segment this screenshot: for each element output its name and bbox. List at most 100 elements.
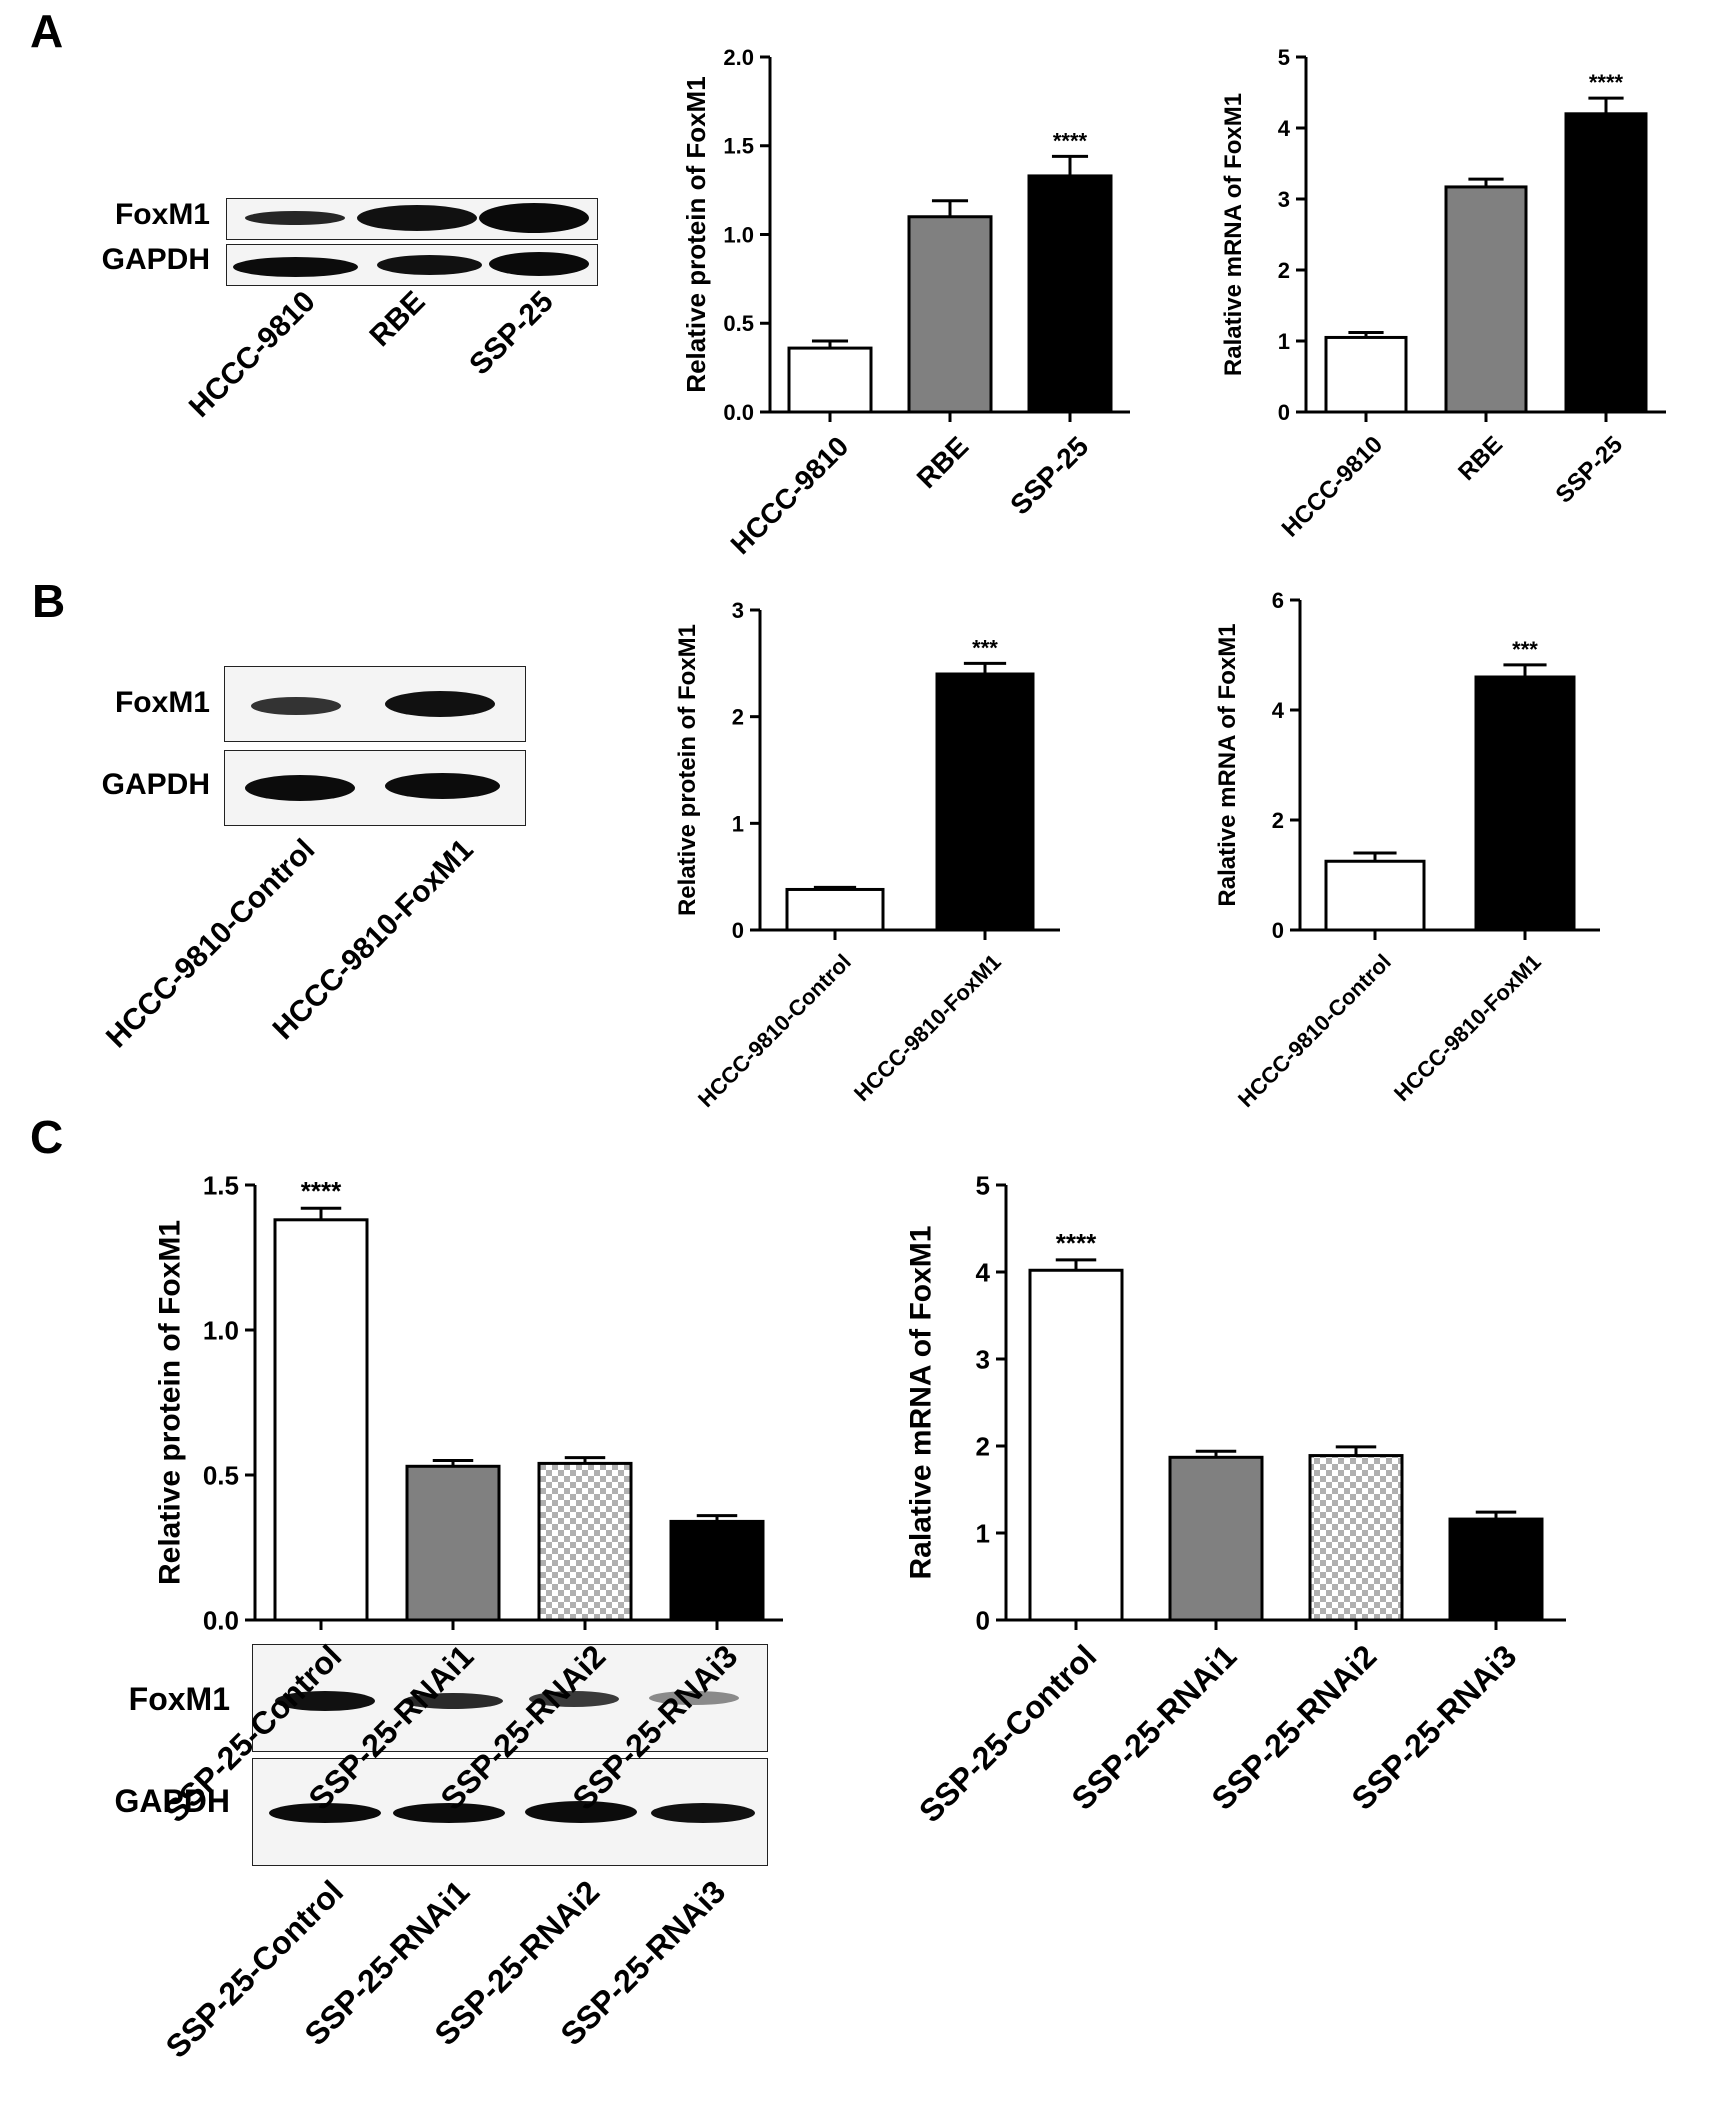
blot-b-row-foxm1: FoxM1 xyxy=(114,686,210,719)
band xyxy=(649,1691,739,1705)
blot-c-row-foxm1: FoxM1 xyxy=(128,1681,230,1717)
bar xyxy=(907,215,993,414)
x-tick-label: RBE xyxy=(911,430,975,494)
significance-label: *** xyxy=(1512,637,1538,662)
y-tick-label: 2 xyxy=(976,1431,990,1461)
blot-a-gapdh-strip xyxy=(226,244,598,286)
bar xyxy=(1474,675,1576,932)
y-tick-label: 6 xyxy=(1272,588,1284,613)
band xyxy=(377,255,482,275)
band xyxy=(385,691,495,717)
y-tick-label: 0.0 xyxy=(723,400,754,425)
y-tick-label: 1 xyxy=(732,811,744,836)
y-axis-label: Ralative mRNA of FoxM1 xyxy=(904,1226,937,1580)
bar xyxy=(405,1464,501,1622)
bar xyxy=(1028,1268,1124,1622)
y-tick-label: 1.0 xyxy=(203,1315,239,1345)
blot-a-row-foxm1: FoxM1 xyxy=(114,198,210,231)
x-tick-label: SSP-25 xyxy=(1551,431,1629,509)
band xyxy=(489,252,589,276)
y-axis-label: Relative protein of FoxM1 xyxy=(681,76,711,392)
x-tick-label: HCCC-9810 xyxy=(1277,431,1389,543)
bar xyxy=(537,1461,633,1622)
y-tick-label: 4 xyxy=(976,1257,991,1287)
band xyxy=(357,205,477,231)
y-axis-label: Ralative mRNA of FoxM1 xyxy=(1220,93,1247,376)
blot-b-row-gapdh: GAPDH xyxy=(101,768,210,801)
bar xyxy=(669,1519,765,1622)
y-tick-label: 4 xyxy=(1278,116,1291,141)
y-tick-label: 0.5 xyxy=(203,1460,239,1490)
y-tick-label: 3 xyxy=(732,598,744,623)
y-tick-label: 5 xyxy=(1278,45,1290,70)
y-axis-label: Ralative mRNA of FoxM1 xyxy=(1214,623,1241,906)
blot-b-foxm1-strip xyxy=(224,666,526,742)
y-axis-label: Relative protein of FoxM1 xyxy=(674,624,701,916)
bar xyxy=(785,887,885,932)
y-tick-label: 1 xyxy=(976,1518,990,1548)
band xyxy=(403,1693,503,1709)
band xyxy=(269,1803,381,1823)
blot-c-foxm1-strip xyxy=(252,1644,768,1752)
bar xyxy=(935,672,1035,932)
y-tick-label: 3 xyxy=(1278,187,1290,212)
panel-label-b: B xyxy=(32,575,66,627)
blot-b-gapdh-strip xyxy=(224,750,526,826)
band xyxy=(245,775,355,801)
significance-label: *** xyxy=(972,635,998,660)
blot-c-gapdh-strip xyxy=(252,1758,768,1866)
bar xyxy=(1168,1455,1264,1622)
bar xyxy=(1448,1517,1544,1622)
y-tick-label: 1.0 xyxy=(723,222,754,247)
y-tick-label: 2 xyxy=(1272,808,1284,833)
y-tick-label: 0 xyxy=(1272,918,1284,943)
y-tick-label: 3 xyxy=(976,1344,990,1374)
y-tick-label: 1.5 xyxy=(203,1170,239,1200)
y-tick-label: 0 xyxy=(1278,400,1290,425)
band xyxy=(393,1803,505,1823)
y-tick-label: 2.0 xyxy=(723,45,754,70)
y-axis-label: Relative protein of FoxM1 xyxy=(153,1220,186,1585)
significance-label: **** xyxy=(1056,1228,1097,1258)
y-tick-label: 4 xyxy=(1272,698,1285,723)
x-tick-label: RBE xyxy=(1453,431,1508,486)
panel-label-c: C xyxy=(30,1111,64,1163)
blot-c-row-gapdh: GAPDH xyxy=(114,1783,230,1819)
band xyxy=(529,1691,619,1707)
band xyxy=(251,697,341,715)
panel-label-a: A xyxy=(30,5,64,57)
significance-label: **** xyxy=(1589,70,1624,95)
bar xyxy=(1324,859,1426,932)
x-tick-label: HCCC-9810 xyxy=(725,430,855,560)
bar xyxy=(787,346,873,414)
band xyxy=(385,773,500,799)
y-tick-label: 0 xyxy=(976,1605,990,1635)
bar xyxy=(273,1218,369,1622)
x-tick-label: HCCC-9810-FoxM1 xyxy=(1389,949,1546,1106)
y-tick-label: 0.0 xyxy=(203,1605,239,1635)
band xyxy=(233,257,358,277)
band xyxy=(651,1803,755,1823)
band xyxy=(275,1691,375,1711)
bar xyxy=(1444,185,1528,414)
blot-a-foxm1-strip xyxy=(226,198,598,240)
y-tick-label: 2 xyxy=(732,705,744,730)
band xyxy=(525,1801,637,1823)
x-tick-label: SSP-25 xyxy=(1004,430,1094,520)
y-tick-label: 0 xyxy=(732,918,744,943)
bar xyxy=(1564,112,1648,414)
x-tick-label: HCCC-9810-FoxM1 xyxy=(849,949,1006,1106)
significance-label: **** xyxy=(301,1176,342,1206)
x-tick-label: HCCC-9810-Control xyxy=(1233,949,1396,1112)
bar xyxy=(1324,335,1408,414)
band xyxy=(479,203,589,233)
y-tick-label: 0.5 xyxy=(723,311,754,336)
y-tick-label: 1.5 xyxy=(723,134,754,159)
bar xyxy=(1308,1454,1404,1622)
y-tick-label: 1 xyxy=(1278,329,1290,354)
significance-label: **** xyxy=(1053,128,1088,153)
band xyxy=(245,211,345,225)
y-tick-label: 2 xyxy=(1278,258,1290,283)
y-tick-label: 5 xyxy=(976,1170,990,1200)
